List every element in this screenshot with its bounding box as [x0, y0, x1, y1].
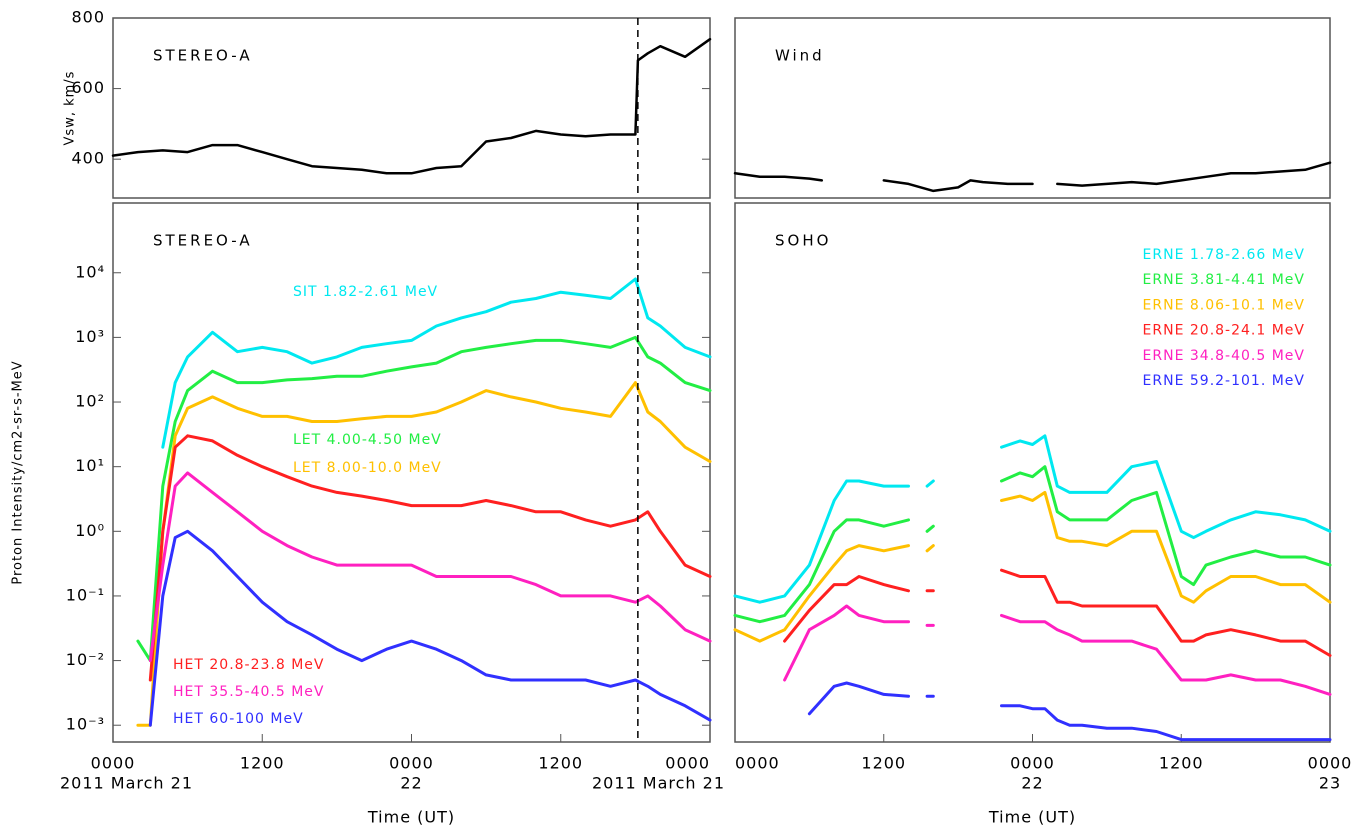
x-tick-label: 0000	[665, 754, 710, 773]
y-tick-label: 10²	[75, 392, 105, 411]
y-tick-label: 800	[71, 8, 105, 27]
data-line	[733, 161, 1332, 193]
y-axis-label: Vsw, km/s	[63, 71, 78, 146]
series-label: ERNE 1.78-2.66 MeV	[1143, 247, 1305, 263]
y-tick-label: 10⁻³	[66, 715, 105, 734]
series-label: SIT 1.82-2.61 MeV	[293, 284, 438, 300]
x-axis-label: Time (UT)	[988, 808, 1076, 827]
x-tick-label: 0000	[389, 754, 434, 773]
y-tick-label: 600	[71, 78, 105, 97]
x-tick-label: 1200	[861, 754, 906, 773]
plot-frame	[734, 17, 1331, 199]
panel-title: SOHO	[775, 232, 831, 250]
series-label: ERNE 3.81-4.41 MeV	[1143, 272, 1305, 288]
data-line	[783, 604, 1332, 696]
x-tick-label: 0000	[1308, 754, 1353, 773]
x-axis-label: Time (UT)	[367, 808, 455, 827]
series-label: HET 20.8-23.8 MeV	[173, 657, 325, 673]
y-tick-label: 10⁰	[75, 521, 105, 540]
x-date-label: 2011 March 21	[592, 774, 725, 793]
data-line	[148, 434, 712, 682]
series-label: LET 4.00-4.50 MeV	[293, 432, 442, 448]
x-date-label: 22	[1021, 774, 1043, 793]
panel-title: STEREO-A	[153, 47, 253, 65]
x-tick-label: 0000	[1010, 754, 1055, 773]
series-label: ERNE 59.2-101. MeV	[1143, 373, 1305, 389]
x-date-label: 23	[1319, 774, 1341, 793]
x-tick-label: 0000	[91, 754, 136, 773]
series-label: LET 8.00-10.0 MeV	[293, 460, 442, 476]
panel-title: STEREO-A	[153, 232, 253, 250]
data-line	[136, 335, 712, 663]
series-label: ERNE 8.06-10.1 MeV	[1143, 297, 1305, 313]
y-tick-label: 10⁴	[75, 262, 105, 281]
x-date-label: 22	[400, 774, 422, 793]
series-label: HET 60-100 MeV	[173, 711, 304, 727]
data-line	[111, 37, 712, 175]
data-line	[783, 568, 1332, 657]
x-date-label: 2011 March 21	[60, 774, 193, 793]
series-label: ERNE 20.8-24.1 MeV	[1143, 323, 1305, 339]
series-label: HET 35.5-40.5 MeV	[173, 684, 325, 700]
data-line	[161, 277, 712, 449]
y-tick-label: 400	[71, 149, 105, 168]
plot-frame	[112, 17, 711, 199]
data-line	[148, 471, 712, 663]
x-tick-label: 0000	[735, 754, 780, 773]
y-tick-label: 10¹	[75, 456, 105, 475]
y-tick-label: 10⁻¹	[66, 585, 105, 604]
y-tick-label: 10³	[75, 327, 105, 346]
data-line	[733, 465, 1332, 624]
x-tick-label: 1200	[1159, 754, 1204, 773]
data-line	[148, 529, 712, 727]
series-label: ERNE 34.8-40.5 MeV	[1143, 348, 1305, 364]
data-line	[807, 681, 1332, 742]
data-line	[733, 490, 1332, 643]
y-tick-label: 10⁻²	[66, 650, 105, 669]
y-axis-label: Proton Intensity/cm2-sr-s-MeV	[11, 360, 26, 584]
data-line	[733, 434, 1332, 604]
x-tick-label: 1200	[538, 754, 583, 773]
panel-title: Wind	[775, 47, 825, 65]
data-line	[136, 381, 712, 727]
x-tick-label: 1200	[240, 754, 285, 773]
